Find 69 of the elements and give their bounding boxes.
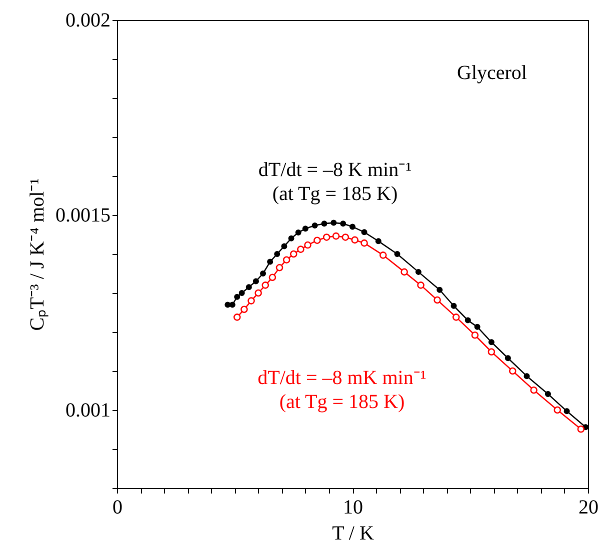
point xyxy=(252,278,259,284)
x-tick-label: 10 xyxy=(343,496,363,518)
point xyxy=(508,367,516,375)
point xyxy=(302,226,308,232)
point xyxy=(240,306,248,314)
point xyxy=(504,355,511,362)
point xyxy=(530,386,538,394)
y-tick-label: 0.002 xyxy=(66,10,110,32)
point xyxy=(297,246,304,253)
point xyxy=(330,220,337,226)
point xyxy=(267,258,274,265)
point xyxy=(295,230,302,236)
point xyxy=(322,234,330,241)
point xyxy=(351,236,359,244)
point xyxy=(436,286,443,293)
point xyxy=(276,264,284,272)
point xyxy=(361,229,368,236)
point xyxy=(360,239,368,247)
point xyxy=(312,222,318,229)
point xyxy=(321,220,328,227)
point xyxy=(400,268,408,276)
y-tick-label: 0.0015 xyxy=(56,204,110,226)
point xyxy=(268,274,276,282)
point xyxy=(471,331,479,339)
point xyxy=(260,270,266,276)
x-tick-label: 0 xyxy=(112,496,122,518)
point xyxy=(233,314,241,321)
point xyxy=(238,290,245,296)
point xyxy=(254,289,262,297)
point xyxy=(452,314,460,321)
point xyxy=(544,391,551,398)
point xyxy=(262,282,270,289)
point xyxy=(394,251,400,257)
point xyxy=(450,302,457,309)
point xyxy=(488,339,494,346)
point xyxy=(304,241,312,249)
point xyxy=(464,317,471,324)
x-axis-title: T / K xyxy=(332,522,374,544)
annotation: Glycerol xyxy=(457,62,528,84)
point xyxy=(415,268,422,275)
point xyxy=(282,256,290,264)
text: dT/dt = –8 mK min⁻¹ (at Tg = 185 K) xyxy=(258,367,426,413)
point xyxy=(332,232,340,240)
point xyxy=(288,235,294,242)
point xyxy=(524,373,530,380)
point xyxy=(248,297,255,304)
point xyxy=(488,348,496,356)
point xyxy=(554,406,562,414)
point xyxy=(379,252,387,259)
point xyxy=(342,234,350,241)
y-axis-title: CₚT⁻³ / J K⁻⁴ mol⁻¹ xyxy=(26,178,48,331)
point xyxy=(474,324,480,330)
point xyxy=(375,238,382,244)
point xyxy=(234,294,240,300)
point xyxy=(577,425,585,433)
point xyxy=(417,282,424,289)
point xyxy=(246,284,252,290)
x-tick-label: 20 xyxy=(578,496,598,518)
point xyxy=(434,296,441,304)
point xyxy=(281,243,288,250)
point xyxy=(274,251,280,257)
point xyxy=(290,250,298,258)
point xyxy=(564,408,570,414)
y-tick-label: 0.001 xyxy=(66,400,110,422)
point xyxy=(314,236,321,244)
point xyxy=(229,302,236,308)
series-label: dT/dt = –8 K min⁻¹ (at Tg = 185 K) xyxy=(258,159,412,205)
point xyxy=(350,224,356,230)
point xyxy=(340,220,346,227)
